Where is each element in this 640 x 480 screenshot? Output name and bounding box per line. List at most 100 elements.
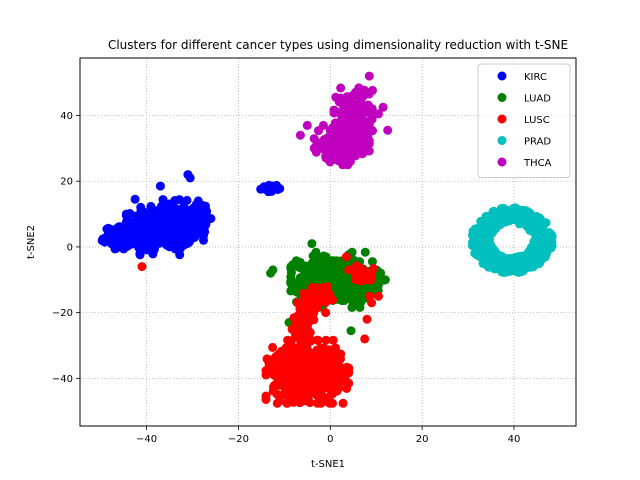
data-point [360,247,370,257]
data-point [187,219,197,229]
data-point [343,158,353,168]
legend-label: LUAD [524,94,551,105]
data-point [484,217,494,227]
data-point [367,106,377,116]
data-point [175,250,185,260]
data-point [510,260,520,270]
x-tick-label: −40 [136,434,157,445]
data-point [516,253,526,263]
x-tick-label: 40 [508,434,521,445]
data-point [327,389,337,399]
data-point [364,146,374,156]
data-point [206,214,216,223]
data-point [314,267,324,277]
data-point [328,335,338,345]
y-tick-label: −40 [52,374,73,385]
data-point [339,120,349,130]
data-point [274,370,284,379]
legend-label: PRAD [524,137,551,148]
data-point [333,356,343,366]
data-point [497,267,507,277]
data-point [324,261,334,271]
data-point [299,322,309,332]
data-point [525,217,535,227]
data-point [185,173,195,183]
data-point [311,382,321,392]
data-point [505,266,514,276]
data-point [347,302,357,312]
data-point [356,271,366,281]
data-point [298,393,308,403]
legend-label: LUSC [524,115,550,126]
data-point [344,363,354,373]
data-point [343,138,353,148]
data-point [137,262,147,272]
data-point [327,382,337,392]
legend-label: KIRC [524,72,547,83]
data-point [272,389,282,399]
data-point [286,276,296,286]
data-point [302,292,312,302]
data-point [272,180,281,190]
data-point [340,375,350,385]
data-point [313,335,323,345]
data-point [329,108,339,118]
data-point [364,291,374,301]
data-point [323,272,333,282]
data-point [114,239,124,249]
data-point [192,213,202,223]
data-point [171,225,181,235]
y-axis-label: t-SNE2 [26,225,37,259]
axis-ticks: −40 −20 0 20 40 −40 −20 0 20 40 [52,111,520,445]
data-point [367,257,377,267]
data-point [338,398,348,408]
data-point [531,234,541,244]
data-point [290,321,300,330]
data-point [162,232,172,242]
x-tick-label: −20 [228,434,249,445]
data-point [341,252,351,262]
data-point [361,124,371,134]
data-point [344,265,354,275]
data-point [472,224,482,234]
data-point [179,202,189,212]
data-point [261,391,271,401]
data-point [349,283,359,293]
data-point [137,235,147,245]
data-point [505,216,514,226]
y-tick-label: 40 [60,111,73,122]
data-points [97,71,557,408]
data-point [346,326,356,336]
data-point [305,353,315,363]
data-point [326,354,336,363]
data-point [355,132,365,142]
data-point [288,362,298,372]
data-point [324,153,334,163]
data-point [363,270,373,280]
data-point [383,125,393,135]
data-point [304,271,313,281]
data-point [368,126,377,136]
data-point [360,334,370,344]
y-tick-label: 20 [60,177,73,188]
data-point [293,262,303,272]
data-point [336,83,346,93]
data-point [256,184,266,194]
data-point [282,398,292,408]
data-point [318,120,328,130]
data-point [303,382,313,392]
data-point [332,150,341,160]
x-axis-label: t-SNE1 [311,459,345,470]
data-point [286,345,296,355]
data-point [294,356,304,366]
data-point [369,264,378,273]
data-point [314,398,324,408]
data-point [311,283,321,293]
data-point [540,228,550,238]
data-point [283,335,293,345]
data-point [155,221,164,230]
data-point [374,109,383,119]
data-point [271,351,281,361]
x-tick-label: 20 [416,434,429,445]
